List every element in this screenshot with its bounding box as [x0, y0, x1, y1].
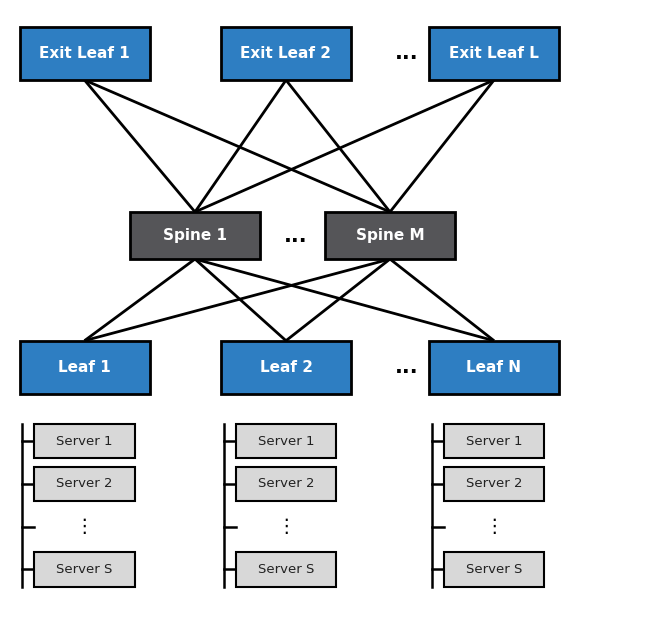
FancyBboxPatch shape	[235, 552, 337, 587]
FancyBboxPatch shape	[443, 467, 545, 501]
FancyBboxPatch shape	[235, 467, 337, 501]
Text: Leaf 1: Leaf 1	[58, 360, 111, 375]
Text: Server S: Server S	[466, 563, 522, 576]
Text: Leaf 2: Leaf 2	[259, 360, 313, 375]
Text: Server S: Server S	[258, 563, 314, 576]
Text: Server 1: Server 1	[57, 435, 112, 448]
Text: Spine M: Spine M	[356, 228, 424, 243]
Text: Leaf N: Leaf N	[467, 360, 521, 375]
Text: ⋮: ⋮	[484, 517, 504, 536]
Text: Exit Leaf L: Exit Leaf L	[449, 46, 539, 61]
FancyBboxPatch shape	[429, 26, 559, 80]
FancyBboxPatch shape	[34, 552, 135, 587]
Text: Exit Leaf 1: Exit Leaf 1	[39, 46, 130, 61]
FancyBboxPatch shape	[34, 424, 135, 458]
FancyBboxPatch shape	[443, 424, 545, 458]
Text: ⋮: ⋮	[276, 517, 296, 536]
Text: ...: ...	[284, 225, 307, 246]
FancyBboxPatch shape	[429, 340, 559, 394]
Text: ...: ...	[395, 357, 418, 377]
Text: Server 2: Server 2	[258, 477, 314, 490]
FancyBboxPatch shape	[20, 26, 150, 80]
FancyBboxPatch shape	[235, 424, 337, 458]
FancyBboxPatch shape	[325, 212, 455, 259]
Text: ...: ...	[395, 43, 418, 63]
Text: ⋮: ⋮	[75, 517, 94, 536]
FancyBboxPatch shape	[221, 26, 351, 80]
Text: Server 1: Server 1	[258, 435, 314, 448]
FancyBboxPatch shape	[34, 467, 135, 501]
Text: Server 2: Server 2	[57, 477, 112, 490]
Text: Server 2: Server 2	[466, 477, 522, 490]
FancyBboxPatch shape	[443, 552, 545, 587]
FancyBboxPatch shape	[130, 212, 260, 259]
FancyBboxPatch shape	[221, 340, 351, 394]
Text: Exit Leaf 2: Exit Leaf 2	[240, 46, 332, 61]
Text: Spine 1: Spine 1	[163, 228, 227, 243]
Text: Server 1: Server 1	[466, 435, 522, 448]
FancyBboxPatch shape	[20, 340, 150, 394]
Text: Server S: Server S	[57, 563, 112, 576]
